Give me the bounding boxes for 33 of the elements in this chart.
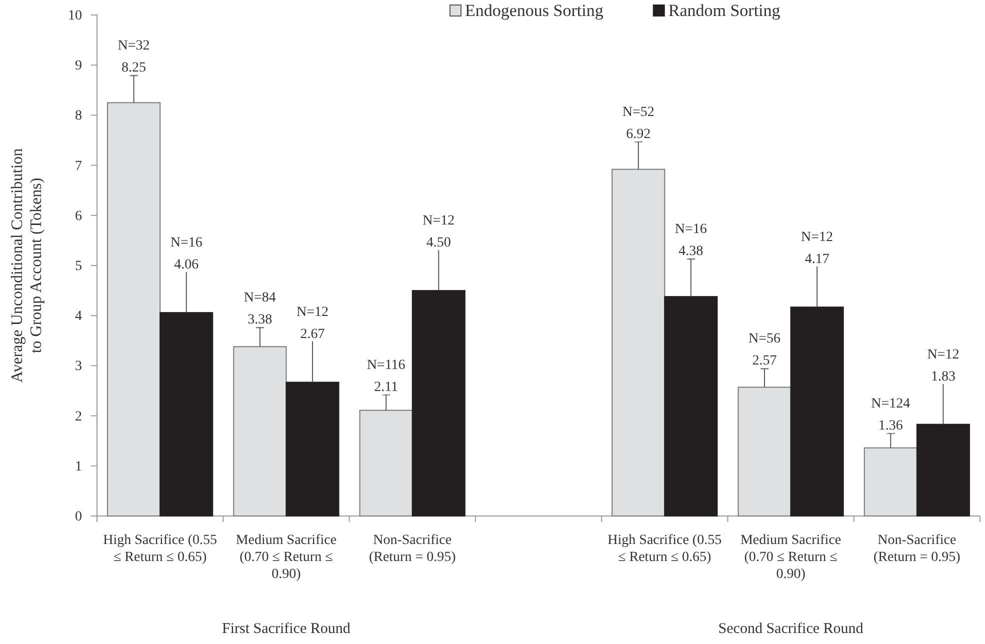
- y-tick-label: 7: [75, 158, 82, 174]
- data-label: N=56 2.57: [748, 332, 781, 369]
- x-tick-label: Medium Sacrifice (0.70 ≤ Return ≤ 0.90): [236, 533, 337, 582]
- text: Second Sacrifice Round: [718, 621, 864, 637]
- y-tick-label: 4: [75, 309, 82, 324]
- data-label: N=124 1.36: [871, 396, 910, 434]
- x-tick-label: High Sacrifice (0.55 ≤ Return ≤ 0.65): [608, 533, 722, 565]
- y-axis-title: Average Unconditional Contribution to Group Account (Tokens): [9, 148, 45, 383]
- y-tick-label: 3: [75, 359, 82, 374]
- y-tick-label: 10: [68, 8, 82, 24]
- data-label: N=84 3.38: [244, 290, 276, 328]
- text: First Sacrifice Round: [222, 621, 351, 637]
- y-tick-label: 0: [75, 509, 82, 524]
- data-label: N=16 4.38: [674, 222, 707, 259]
- y-tick-label: 1: [75, 459, 82, 474]
- y-tick-label: 8: [75, 108, 82, 124]
- data-label: N=116 2.11: [366, 358, 406, 395]
- x-tick-label: Medium Sacrifice (0.70 ≤ Return ≤ 0.90): [740, 533, 842, 582]
- data-label: N=12 4.50: [422, 214, 455, 251]
- data-label: N=16 4.06: [170, 236, 202, 273]
- legend-label: Endogenous Sorting: [465, 1, 604, 20]
- data-label: N=52 6.92: [622, 104, 654, 142]
- data-label: N=12 1.83: [927, 347, 960, 384]
- y-tick-label: 2: [75, 409, 82, 424]
- x-tick-label: Non-Sacrifice (Return = 0.95): [368, 533, 456, 565]
- legend-label: Random Sorting: [668, 1, 781, 20]
- x-tick-label: High Sacrifice (0.55 ≤ Return ≤ 0.65): [103, 533, 218, 565]
- y-tick-label: 5: [75, 258, 82, 274]
- x-tick-label: Non-Sacrifice (Return = 0.95): [874, 533, 961, 565]
- y-tick-label: 9: [75, 58, 82, 74]
- data-label: N=12 2.67: [296, 305, 328, 342]
- data-label: N=32 8.25: [118, 38, 150, 76]
- y-tick-label: 6: [75, 208, 82, 224]
